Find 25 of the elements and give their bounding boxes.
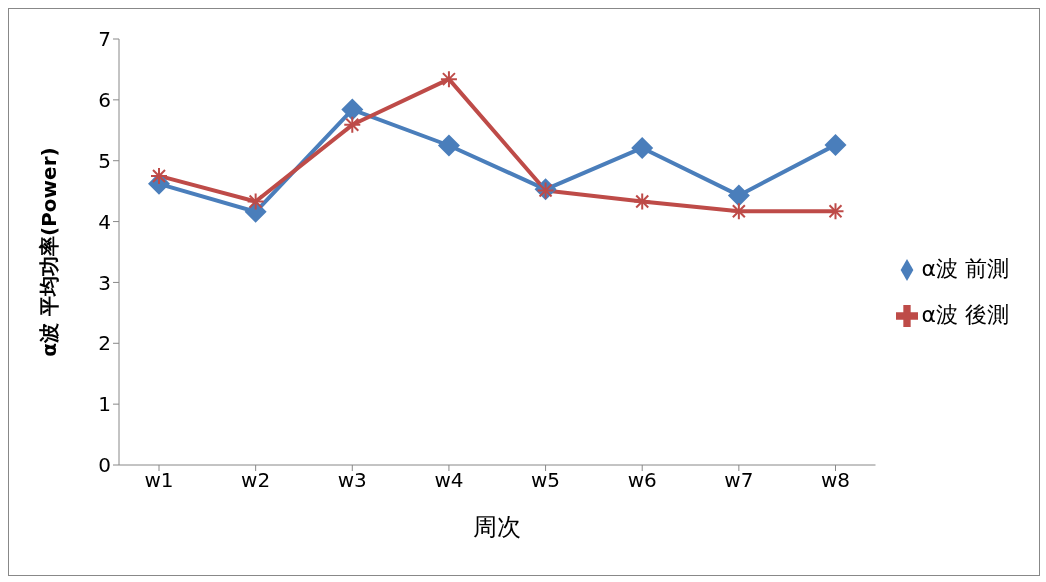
y-tick-label: 1 xyxy=(98,392,111,417)
legend-label: α波 後測 xyxy=(921,302,1009,327)
point xyxy=(631,136,654,159)
x-tick-label: w4 xyxy=(434,468,464,493)
y-tick-label: 6 xyxy=(98,87,111,112)
x-axis-title: 周次 xyxy=(473,513,522,541)
x-tick-label: w6 xyxy=(627,468,657,493)
point xyxy=(824,133,847,156)
y-tick-label: 4 xyxy=(98,209,111,234)
x-tick-label: w8 xyxy=(820,468,851,493)
y-axis-title: α波 平均功率(Power) xyxy=(37,147,62,357)
x-tick-label: w2 xyxy=(241,468,271,493)
point xyxy=(341,98,364,121)
legend-label: α波 前測 xyxy=(921,256,1009,281)
y-tick-label: 3 xyxy=(98,270,111,295)
x-tick-label: w3 xyxy=(337,468,367,493)
y-tick-label: 0 xyxy=(98,453,111,478)
y-tick-label: 5 xyxy=(98,148,111,173)
point xyxy=(437,134,460,157)
y-tick-label: 2 xyxy=(98,331,111,356)
x-tick-label: w1 xyxy=(144,468,174,493)
x-tick-label: w5 xyxy=(531,468,561,493)
point xyxy=(727,184,750,207)
x-tick-label: w7 xyxy=(724,468,754,493)
y-tick-label: 7 xyxy=(98,27,111,52)
